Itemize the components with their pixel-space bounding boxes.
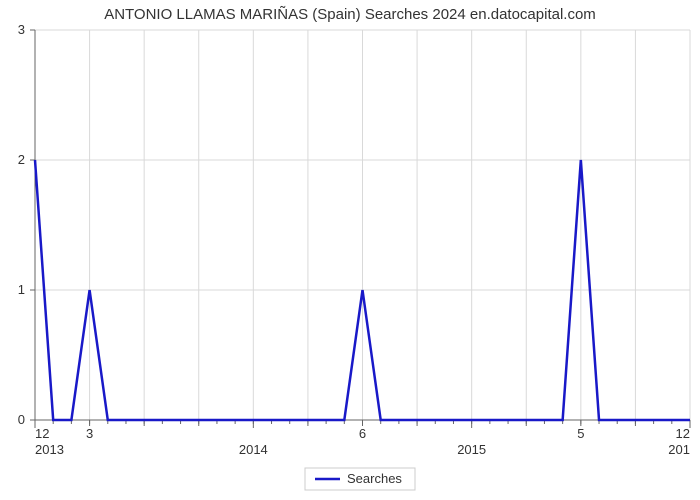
y-tick-label: 2 bbox=[18, 152, 25, 167]
x-minor-label: 3 bbox=[86, 426, 93, 441]
x-major-month: 12 bbox=[35, 426, 49, 441]
x-minor-label: 6 bbox=[359, 426, 366, 441]
x-major-year: 2015 bbox=[457, 442, 486, 457]
x-major-month: 12 bbox=[676, 426, 690, 441]
chart-svg: 01233651220132014201512201Searches bbox=[0, 0, 700, 500]
search-line-chart: ANTONIO LLAMAS MARIÑAS (Spain) Searches … bbox=[0, 0, 700, 500]
x-major-year: 2014 bbox=[239, 442, 268, 457]
legend-label: Searches bbox=[347, 471, 402, 486]
legend: Searches bbox=[305, 468, 415, 490]
y-tick-label: 1 bbox=[18, 282, 25, 297]
y-tick-label: 3 bbox=[18, 22, 25, 37]
x-major-year: 201 bbox=[668, 442, 690, 457]
x-minor-label: 5 bbox=[577, 426, 584, 441]
chart-title: ANTONIO LLAMAS MARIÑAS (Spain) Searches … bbox=[0, 6, 700, 23]
y-tick-label: 0 bbox=[18, 412, 25, 427]
x-major-year: 2013 bbox=[35, 442, 64, 457]
